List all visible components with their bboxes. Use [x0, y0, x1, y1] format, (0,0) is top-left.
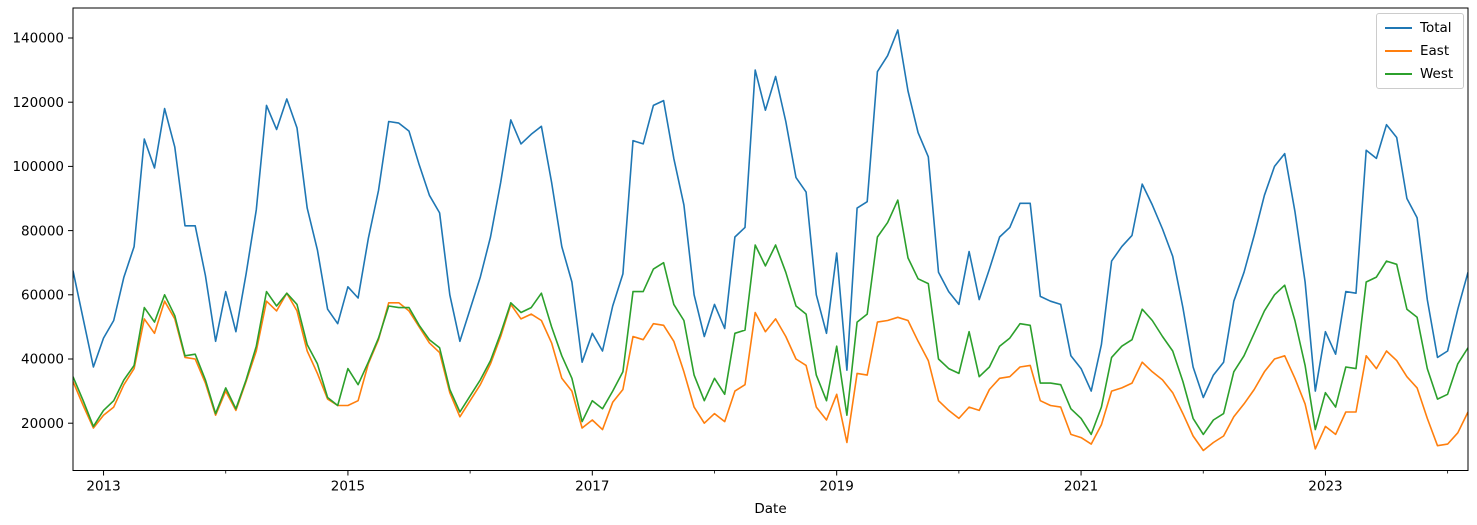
- y-tick-label: 20000: [21, 416, 64, 432]
- legend-label-east: East: [1420, 43, 1450, 59]
- plot-spines: [72, 7, 1469, 471]
- x-tick-label: 2015: [331, 479, 365, 495]
- y-tick-label: 40000: [21, 352, 64, 368]
- west-line-swatch: [1385, 73, 1412, 75]
- legend-entry-total: Total: [1385, 20, 1455, 36]
- y-tick-label: 80000: [21, 223, 64, 239]
- x-tick-label: 2023: [1308, 479, 1342, 495]
- x-tick-label: 2017: [575, 479, 609, 495]
- east-line: [73, 292, 1468, 452]
- x-tick-label: 2013: [86, 479, 120, 495]
- legend-label-west: West: [1420, 66, 1454, 82]
- y-tick-label: 140000: [12, 31, 64, 47]
- legend: Total East West: [1376, 13, 1464, 89]
- west-line: [73, 199, 1468, 436]
- y-tick-label: 60000: [21, 288, 64, 304]
- x-tick-label: 2021: [1064, 479, 1098, 495]
- total-line-swatch: [1385, 27, 1412, 29]
- y-tick-label: 120000: [12, 95, 64, 111]
- x-axis-title: Date: [754, 501, 786, 517]
- total-line: [73, 29, 1468, 399]
- x-tick-label: 2019: [820, 479, 854, 495]
- legend-entry-east: East: [1385, 43, 1455, 59]
- legend-label-total: Total: [1420, 20, 1452, 36]
- east-line-swatch: [1385, 50, 1412, 52]
- legend-entry-west: West: [1385, 66, 1455, 82]
- y-tick-label: 100000: [12, 159, 64, 175]
